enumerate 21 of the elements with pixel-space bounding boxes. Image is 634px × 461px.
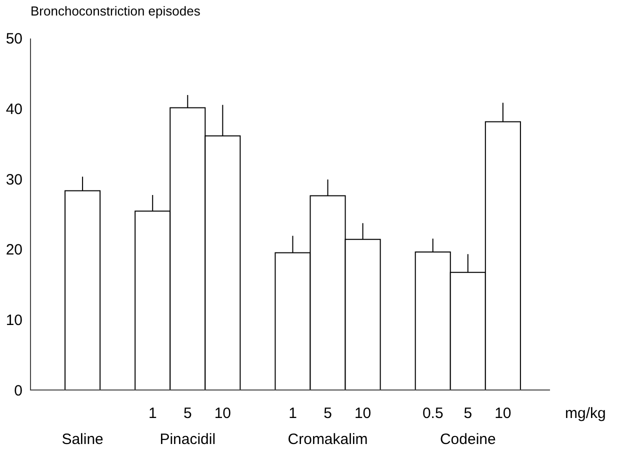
text: Codeine bbox=[440, 431, 496, 448]
x-tick-label: 0.5 bbox=[422, 405, 444, 422]
text: Pinacidil bbox=[160, 431, 216, 448]
x-tick-label: 1 bbox=[288, 405, 297, 422]
y-tick-label: 20 bbox=[6, 242, 22, 259]
x-tick-label: 5 bbox=[464, 405, 472, 422]
y-tick-label: 0 bbox=[14, 382, 22, 400]
y-tick-label: 10 bbox=[6, 312, 22, 330]
x-tick-label: 1 bbox=[148, 405, 157, 422]
x-axis-title: mg/kg bbox=[565, 405, 606, 422]
y-tick-label: 50 bbox=[6, 30, 22, 48]
y-tick-label: 40 bbox=[6, 100, 22, 118]
x-tick-label: 10 bbox=[354, 405, 372, 422]
y-tick-label: 30 bbox=[6, 171, 22, 188]
x-tick-label: 10 bbox=[214, 405, 232, 422]
x-tick-label: 5 bbox=[324, 405, 332, 422]
text: Saline bbox=[62, 431, 104, 448]
x-tick-label: 5 bbox=[183, 405, 192, 422]
y-axis-title: Bronchoconstriction episodes bbox=[30, 4, 201, 18]
x-tick-label: 10 bbox=[494, 405, 512, 422]
text: Cromakalim bbox=[288, 431, 368, 448]
